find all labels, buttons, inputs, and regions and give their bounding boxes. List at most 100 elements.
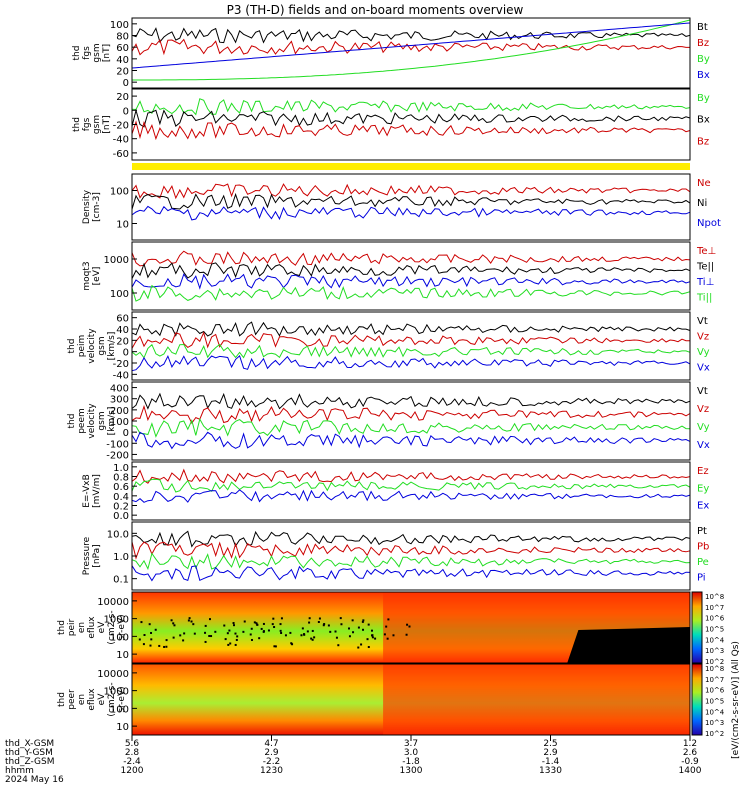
y-tick-label: 0.1 — [113, 575, 129, 586]
count-speck — [385, 625, 388, 628]
count-speck — [284, 634, 287, 637]
count-speck — [228, 629, 231, 632]
legend-Npot: Npot — [697, 218, 721, 229]
count-speck — [351, 619, 354, 622]
count-speck — [242, 630, 245, 633]
count-speck — [406, 623, 409, 626]
panel-frame — [131, 381, 691, 461]
y-axis-label-line: [km/s] — [107, 332, 117, 361]
y-tick-label: -40 — [113, 135, 129, 146]
legend-Vy: Vy — [697, 422, 710, 433]
ephem-value-z: -0.9 — [681, 757, 699, 767]
colorbar-tick: 10^6 — [705, 615, 725, 623]
count-speck — [366, 638, 369, 641]
y-tick-label: 0 — [123, 348, 129, 359]
colorbar-tick: 10^7 — [705, 604, 724, 612]
colorbar-tick: 10^2 — [705, 730, 724, 738]
yellow-status-bar — [132, 163, 690, 170]
ephem-value-y: 2.9 — [543, 748, 558, 758]
count-speck — [387, 618, 390, 621]
series-Ni — [131, 192, 691, 210]
y-tick-label: 100 — [110, 20, 129, 31]
legend-Pt: Pt — [697, 526, 707, 537]
count-speck — [370, 629, 373, 632]
count-speck — [250, 638, 253, 641]
ephem-value-y: 3.0 — [404, 748, 419, 758]
ephem-label: thd_Y-GSM — [5, 748, 53, 758]
legend-Ez: Ez — [697, 466, 709, 477]
count-speck — [187, 619, 190, 622]
series-Bt — [131, 27, 691, 44]
series-Bz — [131, 38, 690, 56]
count-speck — [253, 621, 256, 624]
y-axis-label: moqt3[eV] — [82, 261, 102, 290]
y-axis-label-line: (cm2-s- — [107, 682, 117, 716]
count-speck — [386, 637, 389, 640]
count-speck — [256, 623, 259, 626]
y-tick-label: 1000 — [104, 687, 129, 698]
count-speck — [235, 638, 238, 641]
count-speck — [165, 639, 168, 642]
y-axis-label-line: [eV] — [92, 267, 102, 286]
y-tick-label: 0 — [123, 428, 129, 439]
y-axis-label-line: en — [77, 694, 87, 705]
colorbar-tick: 10^3 — [705, 719, 724, 727]
legend-Pi: Pi — [697, 573, 706, 584]
count-speck — [348, 627, 351, 630]
count-speck — [279, 623, 282, 626]
count-speck — [272, 617, 275, 620]
y-tick-label: -20 — [113, 121, 129, 132]
colorbar-tick: 10^5 — [705, 698, 724, 706]
panel-frame — [131, 17, 691, 89]
legend-Ne: Ne — [697, 178, 711, 189]
series-Vz — [131, 404, 691, 424]
count-speck — [374, 637, 377, 640]
count-speck — [260, 627, 263, 630]
series-By — [131, 98, 691, 116]
legend-Bz: Bz — [697, 38, 709, 49]
y-axis-label-line: thd — [57, 692, 67, 707]
legend-Bz: Bz — [697, 136, 709, 147]
count-speck — [311, 629, 314, 632]
y-tick-label: 0.8 — [113, 473, 129, 484]
ephem-value-y: 2.6 — [683, 748, 698, 758]
count-speck — [361, 620, 364, 623]
y-axis-label-line: fgs — [82, 46, 92, 60]
y-tick-label: 10000 — [97, 597, 129, 608]
y-axis-label-line: peer — [67, 689, 77, 710]
count-speck — [232, 622, 235, 625]
count-speck — [204, 631, 207, 634]
count-speck — [371, 636, 374, 639]
ephem-value-z: -1.8 — [402, 757, 420, 767]
y-axis-label-line: Density — [82, 189, 92, 224]
y-axis-label-line: peem — [77, 408, 87, 434]
count-speck — [289, 631, 292, 634]
series-Ez — [131, 468, 691, 484]
panel-frame — [131, 88, 691, 161]
count-speck — [143, 633, 146, 636]
ephem-value-t: 1400 — [679, 766, 702, 776]
y-axis-label-line: eV — [97, 621, 107, 634]
y-axis-label-line: [mV/m] — [92, 474, 102, 508]
y-axis-label: thdfgsgsm[nT] — [72, 43, 112, 62]
ephem-value-y: 2.9 — [264, 748, 279, 758]
y-axis-label-line: [km/s] — [107, 407, 117, 436]
legend-Vx: Vx — [697, 363, 710, 374]
colorbar-tick: 10^4 — [705, 636, 725, 644]
y-axis-label-line: eV — [97, 693, 107, 706]
y-tick-label: 20 — [116, 92, 129, 103]
colorbar-tick: 10^8 — [705, 665, 724, 673]
count-speck — [357, 646, 360, 649]
panel-frame — [131, 173, 691, 241]
y-tick-label: 100 — [110, 704, 129, 715]
count-speck — [250, 627, 253, 630]
y-axis-label-line: [cm-3] — [92, 192, 102, 222]
y-axis-label: thdfgsgsm[nT] — [72, 115, 112, 134]
count-speck — [271, 623, 274, 626]
count-speck — [367, 623, 370, 626]
ephem-label: thd_X-GSM — [5, 739, 54, 749]
series-Pb — [131, 541, 691, 560]
panel-density: 100 10 Density[cm-3] Ne Ni Npot — [82, 173, 721, 241]
colorbar-tick: 10^4 — [705, 708, 725, 716]
